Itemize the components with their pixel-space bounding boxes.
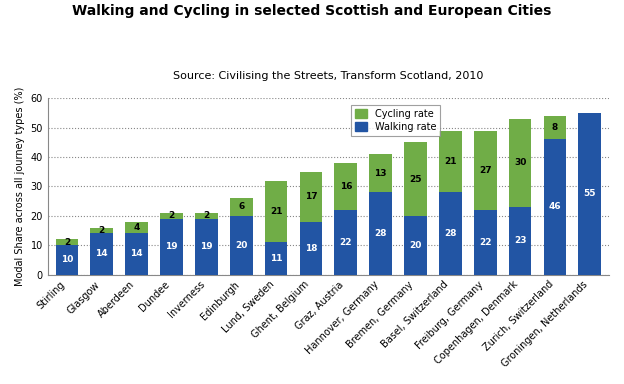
Bar	[195, 213, 218, 219]
Bar	[474, 131, 497, 210]
Text: 13: 13	[374, 169, 387, 178]
Bar	[230, 216, 253, 275]
Text: 16: 16	[339, 182, 352, 191]
Text: 22: 22	[479, 238, 492, 247]
Bar	[300, 222, 322, 275]
Text: 11: 11	[270, 254, 282, 263]
Y-axis label: Modal Share across all journey types (%): Modal Share across all journey types (%)	[15, 87, 25, 286]
Bar	[404, 142, 427, 216]
Text: 20: 20	[235, 241, 248, 250]
Bar	[369, 192, 392, 275]
Bar	[160, 213, 183, 219]
Text: 20: 20	[409, 241, 422, 250]
Text: 14: 14	[95, 250, 108, 258]
Bar	[439, 131, 462, 192]
Bar	[334, 210, 357, 275]
Text: 46: 46	[548, 202, 561, 212]
Bar	[195, 219, 218, 275]
Bar	[230, 198, 253, 216]
Bar	[90, 233, 113, 275]
Bar	[160, 219, 183, 275]
Bar	[544, 116, 567, 139]
Text: 10: 10	[61, 255, 73, 264]
Text: 2: 2	[99, 226, 105, 235]
Bar	[265, 180, 288, 242]
Text: 8: 8	[552, 123, 558, 132]
Text: 14: 14	[130, 250, 143, 258]
Bar	[474, 210, 497, 275]
Text: 22: 22	[339, 238, 352, 247]
Text: 2: 2	[203, 211, 210, 220]
Text: Walking and Cycling in selected Scottish and European Cities: Walking and Cycling in selected Scottish…	[72, 4, 552, 18]
Text: 30: 30	[514, 159, 526, 167]
Legend: Cycling rate, Walking rate: Cycling rate, Walking rate	[351, 105, 440, 136]
Text: 28: 28	[374, 229, 387, 238]
Text: 18: 18	[305, 243, 317, 253]
Bar	[369, 154, 392, 192]
Bar	[509, 207, 532, 275]
Text: 2: 2	[64, 238, 70, 247]
Bar	[300, 172, 322, 222]
Bar	[125, 222, 148, 233]
Text: 4: 4	[134, 223, 140, 232]
Text: 25: 25	[409, 175, 422, 184]
Bar	[404, 216, 427, 275]
Bar	[56, 239, 78, 245]
Bar	[125, 233, 148, 275]
Bar	[578, 113, 601, 275]
Text: 2: 2	[168, 211, 175, 220]
Text: 6: 6	[238, 202, 245, 212]
Text: 55: 55	[583, 189, 596, 198]
Bar	[439, 192, 462, 275]
Text: 21: 21	[444, 157, 457, 166]
Bar	[509, 119, 532, 207]
Text: 21: 21	[270, 207, 282, 216]
Bar	[265, 242, 288, 275]
Text: 23: 23	[514, 236, 527, 245]
Bar	[90, 228, 113, 233]
Text: 28: 28	[444, 229, 457, 238]
Text: 19: 19	[165, 242, 178, 251]
Bar	[56, 245, 78, 275]
Bar	[544, 139, 567, 275]
Bar	[334, 163, 357, 210]
Text: 27: 27	[479, 166, 492, 175]
Text: 17: 17	[305, 192, 317, 201]
Text: 19: 19	[200, 242, 213, 251]
Title: Source: Civilising the Streets, Transform Scotland, 2010: Source: Civilising the Streets, Transfor…	[173, 71, 484, 81]
